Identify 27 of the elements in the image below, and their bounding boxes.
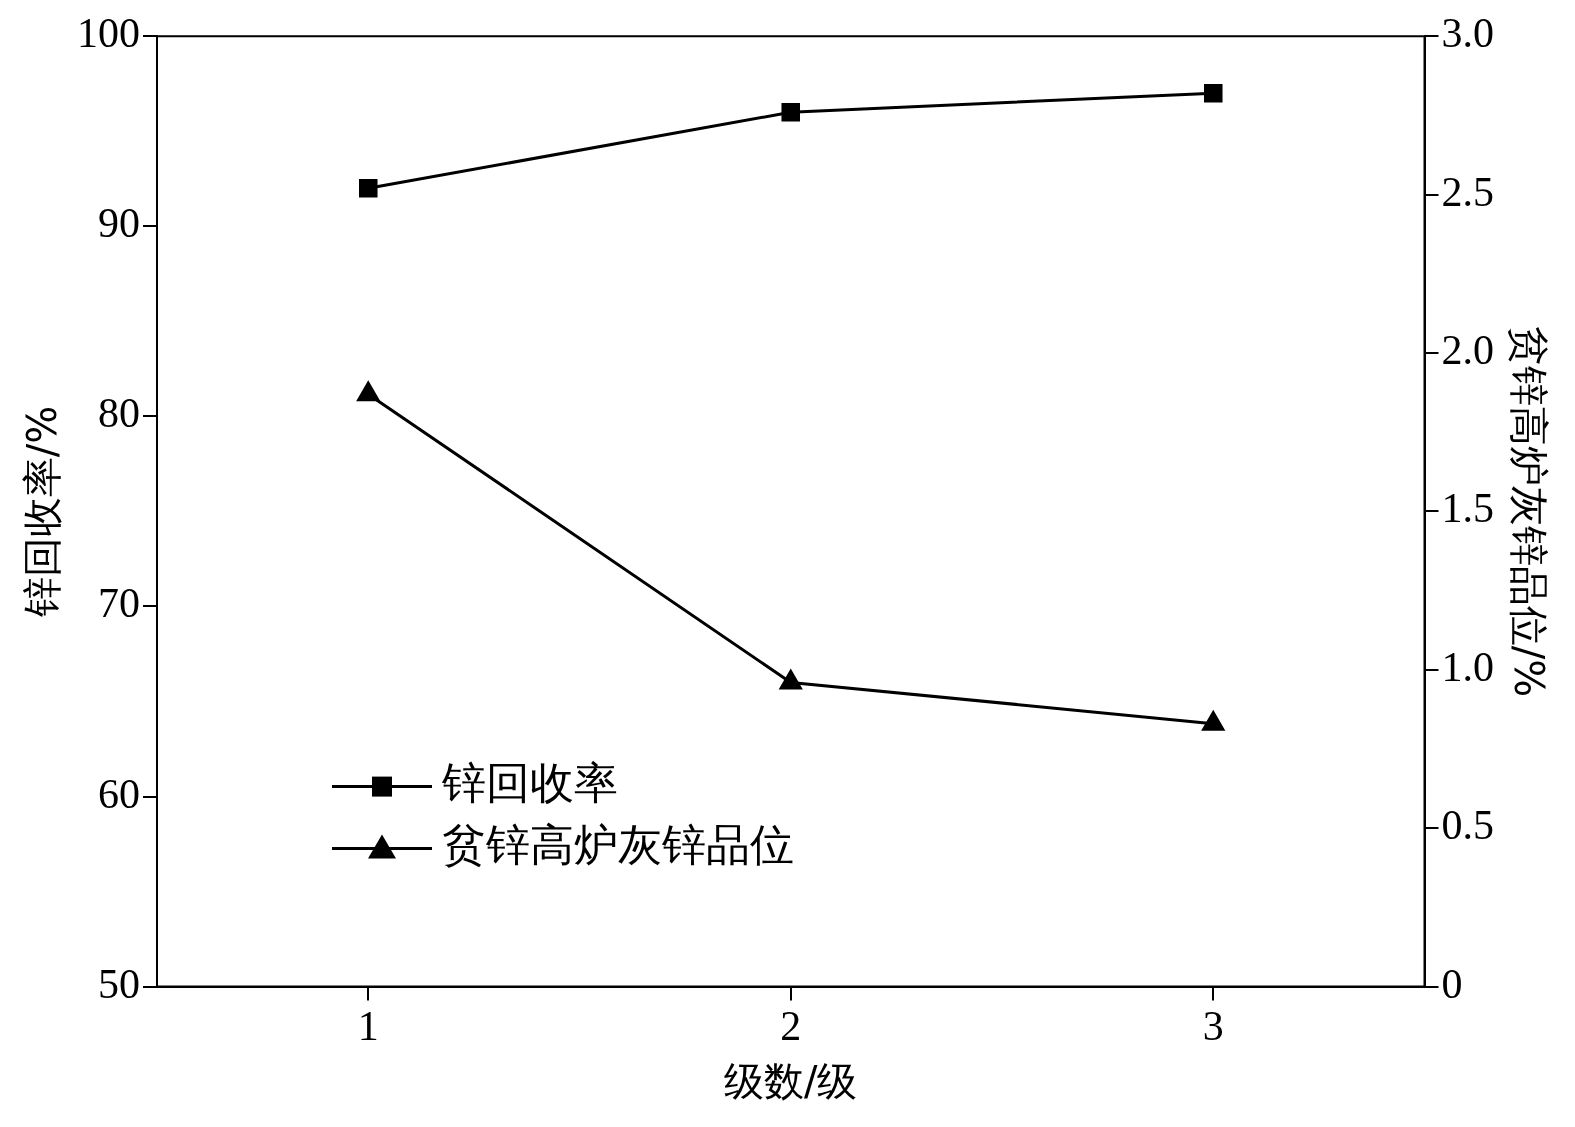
x-tick-label: 1 bbox=[357, 1002, 379, 1049]
y-tick-label: 70 bbox=[98, 580, 140, 627]
legend-label: 贫锌高炉灰锌品位 bbox=[442, 819, 794, 871]
y2-tick-label: 1.5 bbox=[1441, 485, 1494, 532]
point bbox=[1202, 711, 1225, 731]
point bbox=[357, 381, 380, 402]
y-tick-label: 90 bbox=[98, 200, 140, 247]
point bbox=[779, 669, 802, 690]
y-tick-label: 60 bbox=[98, 770, 140, 817]
y2-tick-label: 0 bbox=[1441, 960, 1463, 1007]
x-tick-label: 3 bbox=[1202, 1002, 1224, 1049]
x-tick-label: 2 bbox=[780, 1002, 802, 1049]
y2-axis-title: 贫锌高炉灰锌品位/% bbox=[1505, 325, 1552, 698]
y-axis-title: 锌回收率/% bbox=[19, 405, 66, 619]
x-axis-title: 级数/级 bbox=[724, 1058, 858, 1105]
point bbox=[358, 178, 378, 198]
y2-tick-label: 2.0 bbox=[1441, 327, 1494, 374]
y2-tick-label: 2.5 bbox=[1441, 168, 1494, 215]
y2-tick-label: 0.5 bbox=[1441, 802, 1494, 849]
y-tick-label: 50 bbox=[98, 960, 140, 1007]
legend-label: 锌回收率 bbox=[441, 757, 618, 809]
y2-tick-label: 3.0 bbox=[1441, 10, 1494, 57]
point bbox=[781, 102, 801, 122]
y2-tick-label: 1.0 bbox=[1441, 643, 1494, 690]
y-tick-label: 80 bbox=[98, 390, 140, 437]
point bbox=[1203, 83, 1223, 103]
y-tick-label: 100 bbox=[77, 10, 140, 57]
